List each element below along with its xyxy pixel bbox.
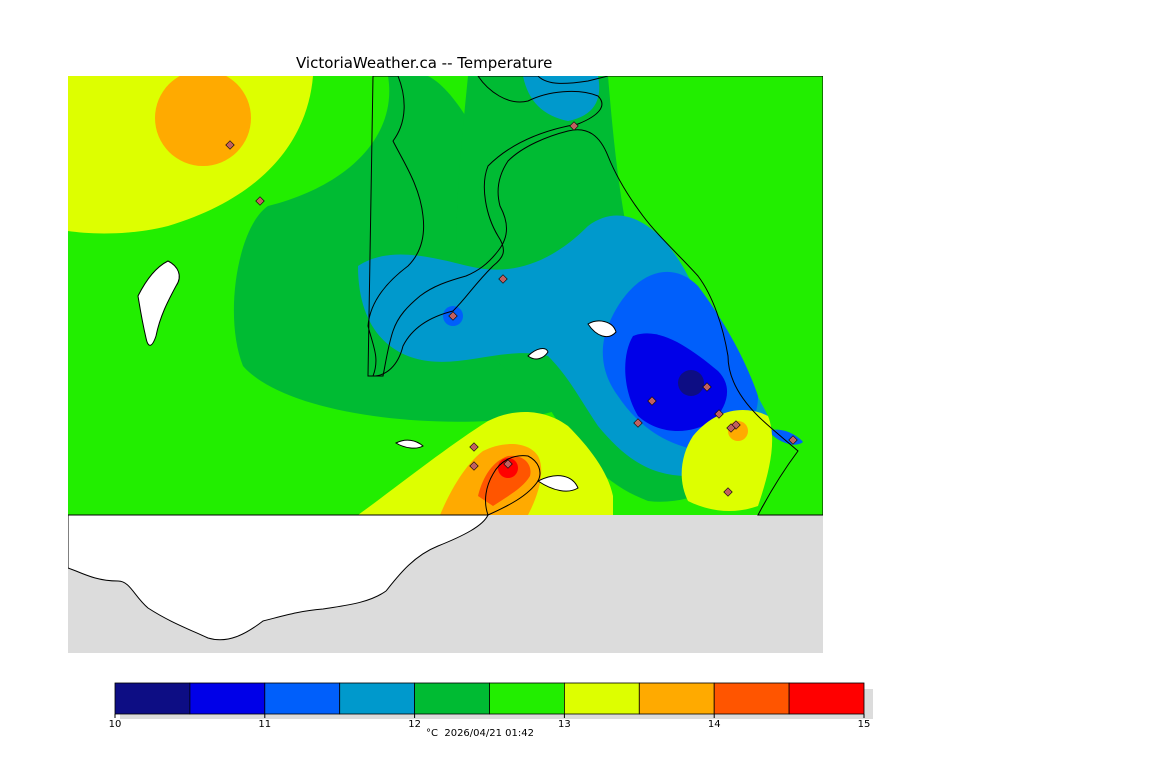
colorbar-segment — [339, 682, 416, 715]
colorbar-tick-label: 11 — [258, 719, 271, 730]
temperature-map — [68, 76, 823, 653]
southern-landmass — [68, 514, 489, 641]
colorbar-segment — [564, 682, 640, 715]
colorbar-segment — [189, 682, 266, 715]
colorbar-segments — [114, 682, 865, 715]
coastline-features — [367, 76, 823, 516]
colorbar-segment — [114, 682, 191, 715]
colorbar-tick-label: 14 — [708, 719, 721, 730]
colorbar-tick-label: 15 — [858, 719, 871, 730]
colorbar-ticks: 10 11 12 13 14 15 — [109, 714, 871, 730]
land-masses — [68, 260, 617, 641]
page-title: VictoriaWeather.ca -- Temperature — [296, 54, 553, 72]
footer-caption: °C 2026/04/21 01:42 — [426, 728, 534, 739]
unit-label: °C — [426, 728, 438, 739]
station-markers — [225, 121, 798, 497]
colorbar-segment — [414, 682, 490, 715]
colorbar-segment — [788, 682, 865, 715]
colorbar-segment — [638, 682, 715, 715]
colorbar-tick-label: 10 — [109, 719, 122, 730]
colorbar-tick-label: 13 — [558, 719, 571, 730]
colorbar-segment — [489, 682, 565, 715]
colorbar-segment — [264, 682, 341, 715]
timestamp: 2026/04/21 01:42 — [444, 728, 534, 739]
colorbar-tick-label: 12 — [408, 719, 421, 730]
colorbar-segment — [713, 682, 790, 715]
